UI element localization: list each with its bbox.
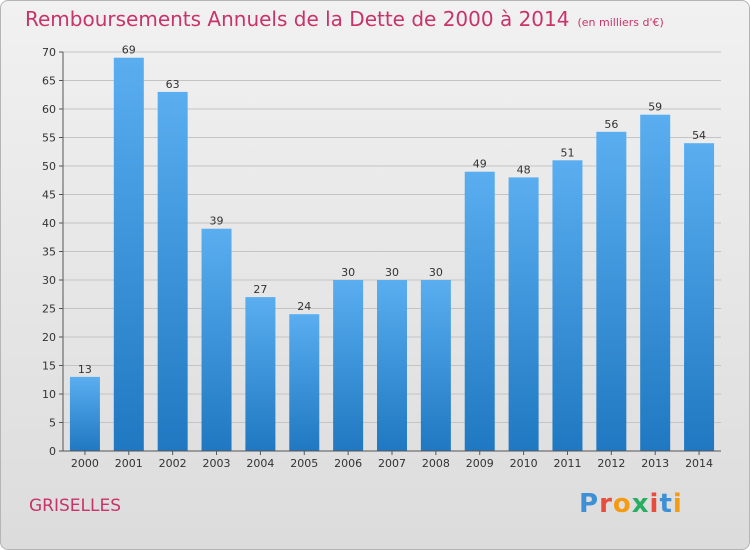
y-tick-label: 10 (42, 388, 56, 401)
bar-2012 (596, 131, 627, 452)
chart-title-text: Remboursements Annuels de la Dette de 20… (25, 7, 570, 31)
unit-note: (en milliers d'€) (577, 16, 664, 29)
x-tick-label-2014: 2014 (685, 457, 713, 470)
x-tick-label-2009: 2009 (466, 457, 494, 470)
y-tick-label: 15 (42, 360, 56, 373)
logo-letter: t (659, 489, 673, 519)
y-tick-label: 60 (42, 103, 56, 116)
data-label-2008: 30 (429, 266, 443, 279)
y-tick-label: 55 (42, 132, 56, 145)
bar-2005 (289, 314, 320, 451)
data-label-2013: 59 (648, 101, 662, 114)
bars (69, 57, 715, 452)
bar-2002 (157, 91, 188, 452)
bar-2008 (420, 280, 451, 451)
proxiti-logo[interactable]: Proxiti (579, 489, 683, 519)
y-tick-label: 45 (42, 189, 56, 202)
x-tick-label-2011: 2011 (553, 457, 581, 470)
x-tick-label-2004: 2004 (246, 457, 274, 470)
bar-2009 (464, 171, 495, 451)
data-label-2003: 39 (210, 215, 224, 228)
bar-2006 (333, 280, 364, 451)
logo-letter: i (649, 489, 660, 519)
bar-2007 (377, 280, 407, 451)
y-tick-label: 50 (42, 160, 56, 173)
bar-2001 (113, 57, 144, 451)
logo-letter: r (599, 489, 613, 519)
data-label-2014: 54 (692, 129, 706, 142)
data-label-2011: 51 (560, 146, 574, 159)
data-labels: 13 69 63 39 27 24 30 30 30 49 48 51 56 59 54 (78, 44, 706, 376)
x-tick-label-2008: 2008 (422, 457, 450, 470)
data-label-2000: 13 (78, 363, 92, 376)
bar-2014 (684, 143, 715, 451)
bar-2000 (69, 376, 100, 451)
x-tick-label-2005: 2005 (290, 457, 318, 470)
bar-2011 (552, 160, 583, 452)
y-tick-label: 40 (42, 217, 56, 230)
bar-2013 (640, 114, 671, 451)
y-tick-label: 65 (42, 75, 56, 88)
logo-letter: x (631, 489, 650, 519)
x-tick-label-2007: 2007 (378, 457, 406, 470)
data-label-2004: 27 (253, 283, 267, 296)
data-label-2009: 49 (473, 158, 487, 171)
data-label-2005: 24 (297, 300, 311, 313)
y-tick-label: 30 (42, 274, 56, 287)
x-tick-label-2001: 2001 (115, 457, 143, 470)
data-label-2012: 56 (604, 118, 618, 131)
axes: 0 5 10 15 20 25 30 35 40 45 50 55 60 65 70 2000 2001 2002… (42, 46, 721, 470)
y-tick-label: 5 (49, 417, 56, 430)
y-tick-label: 70 (42, 46, 56, 59)
x-tick-label-2010: 2010 (510, 457, 538, 470)
x-tick-label-2003: 2003 (203, 457, 231, 470)
logo-letter: P (579, 489, 600, 519)
bar-2010 (508, 177, 539, 451)
data-label-2001: 69 (122, 44, 136, 57)
bar-2004 (245, 297, 276, 451)
y-tick-label: 20 (42, 331, 56, 344)
data-label-2007: 30 (385, 266, 399, 279)
x-tick-label-2012: 2012 (597, 457, 625, 470)
x-tick-label-2013: 2013 (641, 457, 669, 470)
data-label-2002: 63 (166, 78, 180, 91)
y-tick-label: 0 (49, 445, 56, 458)
x-tick-label-2000: 2000 (71, 457, 99, 470)
logo-letter: i (672, 489, 683, 519)
place-name: GRISELLES (29, 496, 122, 516)
bar-2003 (201, 228, 232, 451)
chart-title: Remboursements Annuels de la Dette de 20… (25, 7, 664, 31)
x-tick-label-2006: 2006 (334, 457, 362, 470)
y-tick-label: 25 (42, 303, 56, 316)
x-tick-label-2002: 2002 (159, 457, 187, 470)
logo-letter: o (612, 489, 632, 519)
data-label-2006: 30 (341, 266, 355, 279)
y-tick-label: 35 (42, 246, 56, 259)
data-label-2010: 48 (517, 163, 531, 176)
